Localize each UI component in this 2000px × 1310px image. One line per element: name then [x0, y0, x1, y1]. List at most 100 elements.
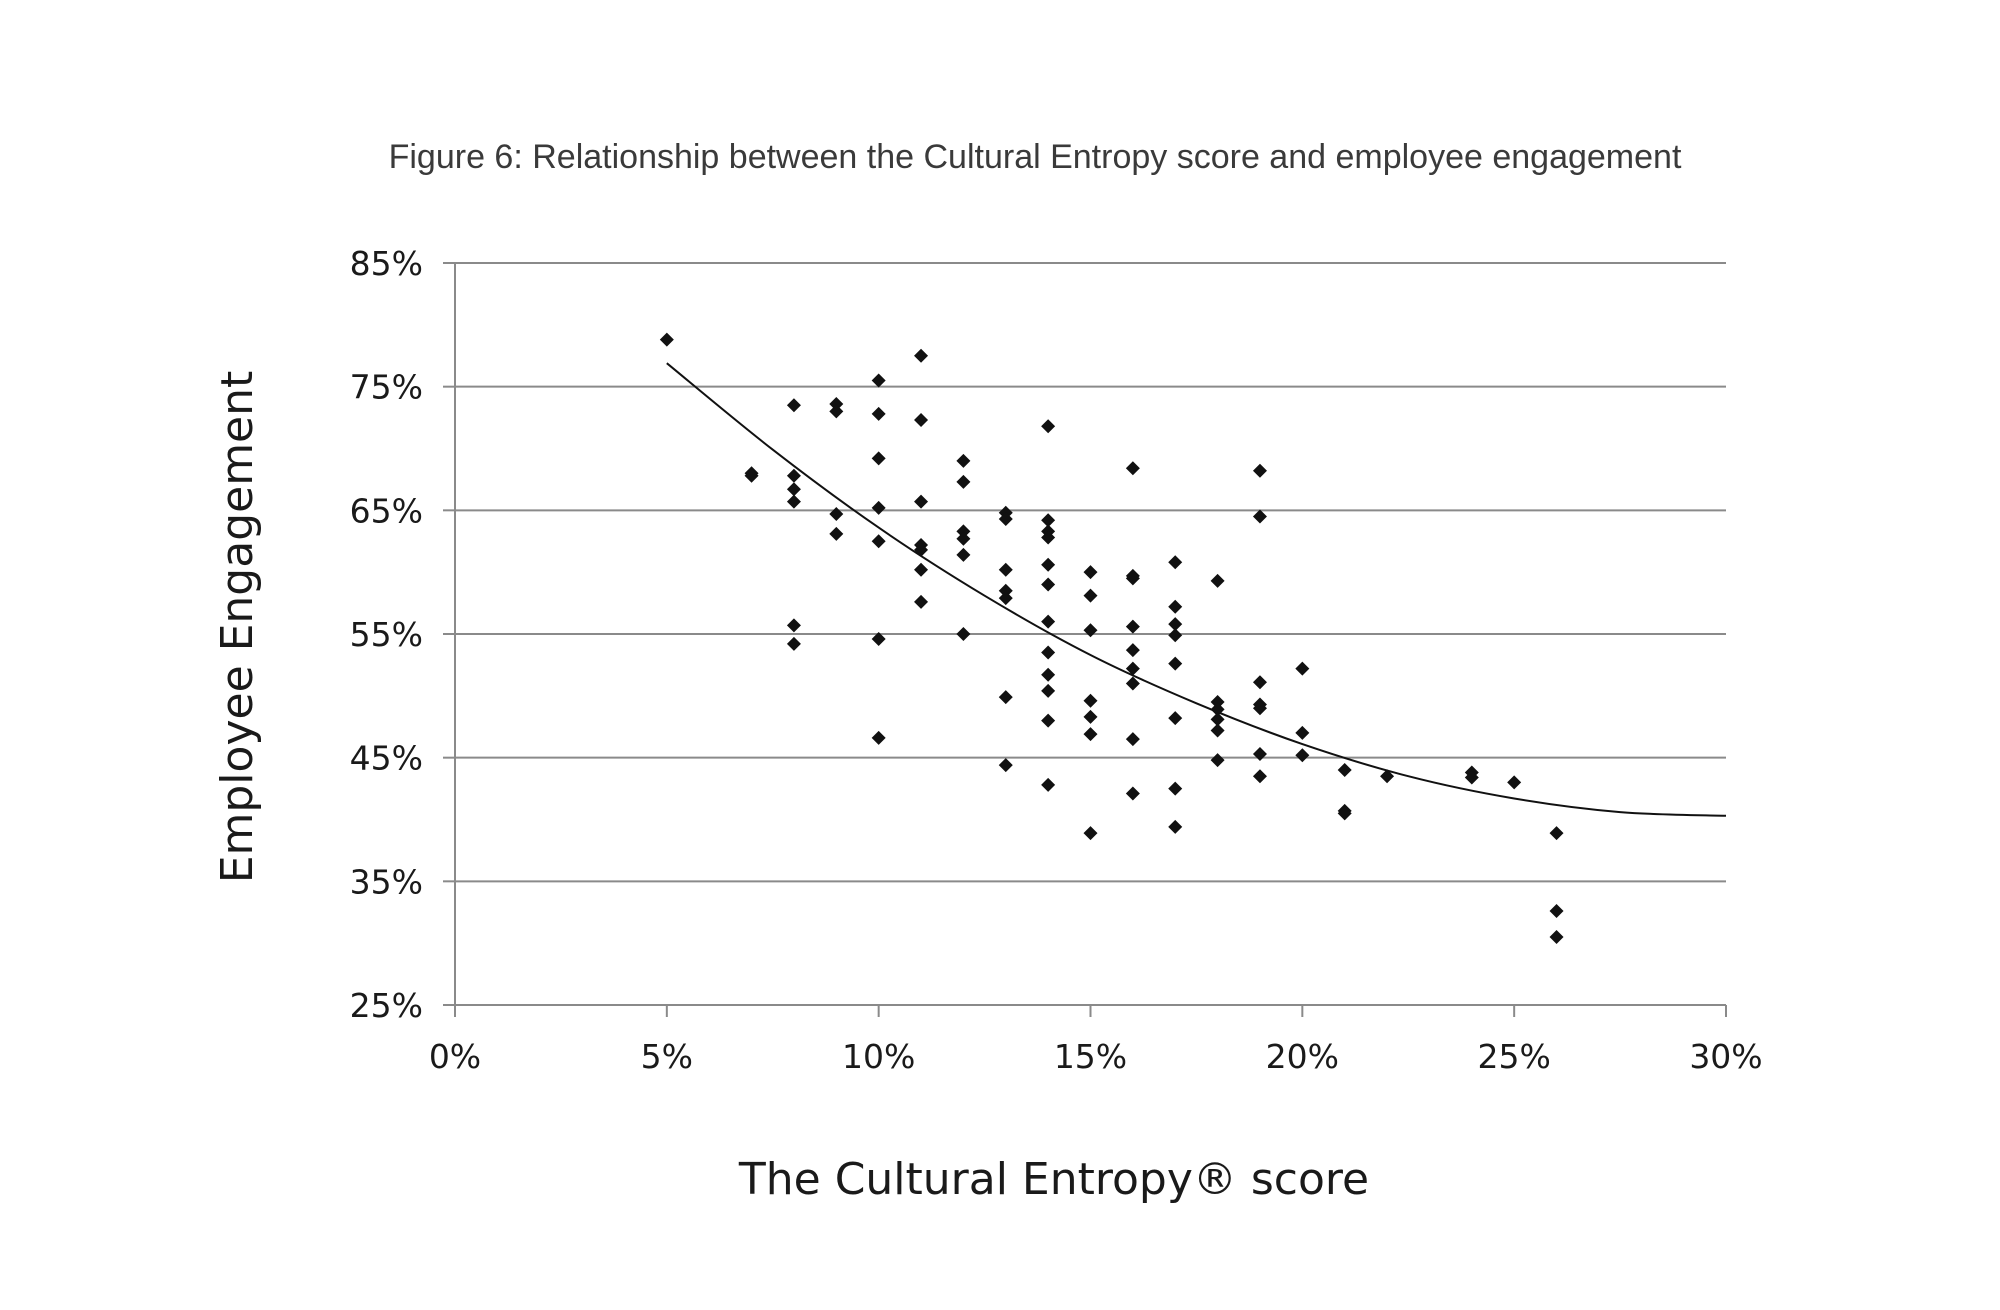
data-point: [1041, 614, 1056, 629]
data-point: [1125, 676, 1140, 691]
data-point: [1083, 565, 1098, 580]
data-point: [1041, 577, 1056, 592]
data-point: [1210, 573, 1225, 588]
data-point: [829, 526, 844, 541]
x-tick-label: 10%: [842, 1037, 915, 1076]
data-point: [956, 627, 971, 641]
data-point: [914, 594, 929, 609]
data-point: [1168, 599, 1183, 614]
data-point: [1168, 617, 1183, 632]
data-point: [1083, 709, 1098, 724]
data-point: [956, 524, 971, 539]
data-point: [1125, 461, 1140, 476]
data-point: [998, 758, 1013, 773]
data-point: [1252, 509, 1267, 524]
data-point: [1549, 826, 1564, 841]
data-point: [871, 534, 886, 549]
data-point: [1507, 775, 1522, 790]
data-point: [1125, 571, 1140, 586]
data-point: [1041, 419, 1056, 434]
data-point: [1125, 786, 1140, 801]
trend-line: [666, 362, 1727, 817]
y-tick-label: 35%: [350, 862, 423, 901]
data-point: [1041, 557, 1056, 572]
data-point: [1083, 623, 1098, 638]
data-point: [1083, 727, 1098, 742]
data-point: [1210, 695, 1225, 710]
data-point: [829, 507, 844, 522]
data-point: [786, 482, 801, 497]
data-point: [1041, 530, 1056, 545]
data-point: [998, 511, 1013, 526]
x-tick-label: 30%: [1689, 1037, 1762, 1076]
data-point: [871, 500, 886, 515]
data-point: [1549, 904, 1564, 919]
y-tick-label: 25%: [350, 986, 423, 1025]
y-tick-label: 55%: [350, 615, 423, 654]
data-point: [1252, 675, 1267, 690]
data-point: [786, 494, 801, 509]
data-point: [744, 468, 759, 483]
data-point: [829, 404, 844, 419]
data-point: [1252, 746, 1267, 761]
data-point: [871, 451, 886, 466]
data-point: [1041, 667, 1056, 682]
data-point: [871, 373, 886, 388]
data-point: [786, 636, 801, 651]
data-point: [1125, 619, 1140, 634]
data-point: [1041, 645, 1056, 660]
data-point: [1168, 819, 1183, 834]
data-point: [998, 562, 1013, 577]
data-point: [914, 348, 929, 363]
data-point: [1210, 712, 1225, 727]
data-point: [871, 631, 886, 646]
x-tick-labels: 0% 5% 10% 15% 20% 25% 30%: [429, 1037, 1763, 1076]
data-point: [786, 468, 801, 483]
data-point: [786, 618, 801, 633]
data-point: [871, 406, 886, 421]
data-point: [1464, 770, 1479, 785]
data-point: [956, 531, 971, 546]
data-point: [1041, 513, 1056, 528]
data-point: [956, 547, 971, 562]
data-point: [829, 396, 844, 411]
chart-title: Figure 6: Relationship between the Cultu…: [389, 138, 1682, 176]
data-point: [1252, 463, 1267, 478]
data-point: [1210, 702, 1225, 717]
data-point: [1252, 701, 1267, 716]
data-point: [1295, 748, 1310, 763]
y-tick-labels: 25% 35% 45% 55% 65% 75% 85%: [350, 244, 423, 1025]
data-point: [1168, 555, 1183, 570]
data-point: [786, 398, 801, 413]
data-point: [1210, 723, 1225, 738]
data-point: [914, 562, 929, 577]
data-point: [1168, 628, 1183, 643]
y-tick-label: 75%: [350, 368, 423, 407]
data-point: [1041, 777, 1056, 792]
data-point: [1380, 769, 1395, 784]
data-point: [1083, 826, 1098, 841]
data-point: [1337, 806, 1352, 821]
data-point: [998, 583, 1013, 598]
y-tick-label: 45%: [350, 739, 423, 778]
data-point: [1125, 661, 1140, 676]
data-point: [998, 690, 1013, 705]
data-point: [1295, 661, 1310, 676]
data-point: [914, 542, 929, 557]
x-tick-label: 5%: [641, 1037, 693, 1076]
data-point: [1549, 929, 1564, 944]
trendline: [666, 362, 1727, 817]
data-point: [1041, 713, 1056, 728]
y-axis-label: Employee Engagement: [212, 371, 263, 884]
data-point: [1125, 732, 1140, 747]
data-point: [914, 494, 929, 509]
y-tick-label: 65%: [350, 491, 423, 530]
data-point: [1083, 588, 1098, 603]
data-point: [1125, 643, 1140, 658]
y-tick-label: 85%: [350, 244, 423, 283]
data-point: [1168, 711, 1183, 726]
data-point: [1168, 781, 1183, 796]
x-tick-label: 15%: [1054, 1037, 1127, 1076]
data-points: [659, 332, 1564, 944]
